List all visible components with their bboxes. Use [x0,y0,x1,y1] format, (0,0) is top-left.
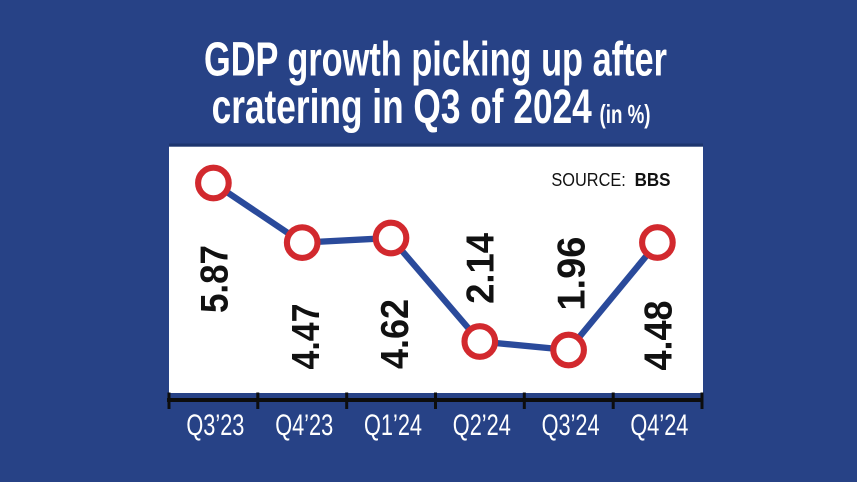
svg-text:Q3’23: Q3’23 [186,409,244,442]
svg-text:GDP growth picking up after: GDP growth picking up after [204,33,667,86]
svg-text:4.47: 4.47 [285,304,328,370]
svg-text:Q1’24: Q1’24 [364,409,422,442]
svg-text:Q2’24: Q2’24 [453,409,511,442]
svg-text:5.87: 5.87 [193,245,236,313]
svg-text:2.14: 2.14 [460,233,503,304]
svg-text:4.62: 4.62 [374,299,417,369]
svg-text:(in %): (in %) [600,99,651,129]
svg-text:Q3’24: Q3’24 [542,409,600,442]
svg-text:BBS: BBS [635,170,671,190]
svg-text:cratering in Q3 of 2024: cratering in Q3 of 2024 [212,81,592,134]
svg-text:Q4’24: Q4’24 [630,409,688,442]
svg-text:1.96: 1.96 [551,237,594,311]
svg-text:4.48: 4.48 [638,301,681,371]
svg-text:SOURCE:: SOURCE: [551,170,625,190]
svg-text:Q4’23: Q4’23 [275,409,333,442]
